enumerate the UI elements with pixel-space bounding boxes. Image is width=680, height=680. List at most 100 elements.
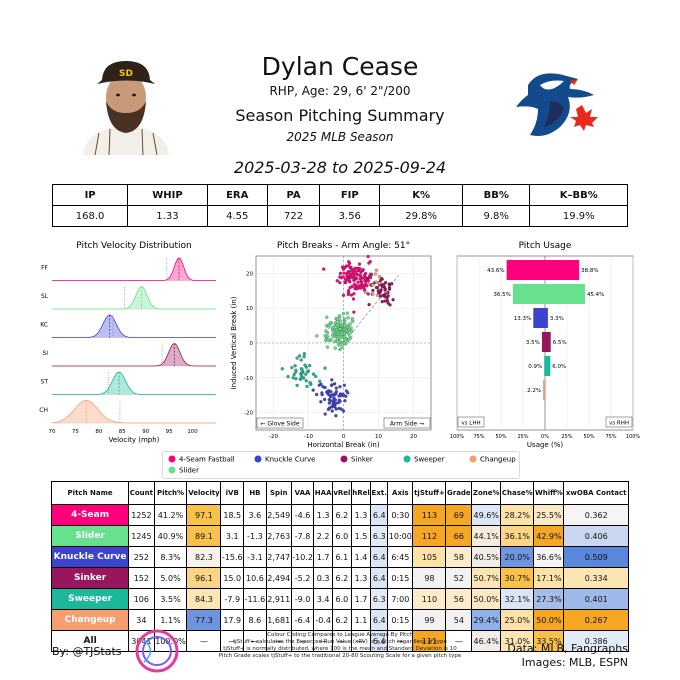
- pitch-table-cell: 112: [412, 525, 447, 547]
- break-point-sweeper: [295, 383, 299, 388]
- pitch-table-cell: 1.3: [313, 504, 333, 526]
- usage-bar-rhh: [545, 260, 580, 280]
- pitch-name-cell: Knuckle Curve: [50, 546, 130, 568]
- break-point-sweeper: [308, 380, 312, 385]
- break-y-tick: 10: [246, 306, 253, 312]
- pitch-table-cell: 6.2: [331, 609, 352, 631]
- pitch-table-cell: -4.6: [290, 504, 315, 526]
- break-point-knuckle-curve: [320, 391, 324, 395]
- break-point-sweeper: [297, 354, 302, 358]
- break-point-sinker: [386, 294, 390, 298]
- pitch-table-cell: 7:00: [387, 588, 414, 610]
- pitch-table-cell: 0.401: [563, 588, 629, 610]
- break-point-4-seam: [362, 287, 366, 291]
- pitch-table-header: HAA: [313, 481, 333, 505]
- velocity-density-ff: [52, 258, 216, 281]
- velocity-chart-title: Pitch Velocity Distribution: [76, 241, 191, 251]
- break-point-slider: [325, 331, 330, 335]
- break-point-sinker: [371, 288, 375, 293]
- stat-value: 19.9%: [529, 205, 628, 227]
- usage-tick-label: 25%: [517, 434, 528, 440]
- break-point-sinker: [377, 291, 381, 295]
- break-point-knuckle-curve: [334, 386, 338, 390]
- pitch-table-header: hRel: [350, 481, 372, 505]
- break-point-slider: [337, 339, 342, 344]
- break-point-slider: [333, 321, 337, 325]
- pitch-table-header: vRel: [331, 481, 352, 505]
- break-y-axis-label: Induced Vertical Break (in): [230, 296, 238, 389]
- stat-header: WHIP: [127, 184, 208, 206]
- break-point-4-seam: [359, 286, 363, 290]
- break-point-4-seam: [367, 261, 371, 265]
- velocity-density-st: [52, 372, 216, 395]
- break-point-slider: [332, 330, 336, 334]
- pitch-table-cell: 44.1%: [471, 525, 502, 547]
- break-point-changeup: [371, 292, 375, 296]
- pitch-table-header: Count: [128, 481, 155, 505]
- usage-label-rhh: 6.5%: [553, 340, 567, 346]
- break-point-sinker: [378, 294, 383, 298]
- pitch-table-cell: 113: [412, 504, 447, 526]
- pitch-table-header: tjStuff+: [412, 481, 447, 505]
- break-point-sinker: [380, 299, 384, 304]
- break-point-4-seam: [355, 276, 359, 280]
- pitch-table-cell: 50.0%: [471, 588, 502, 610]
- break-point-sinker: [390, 282, 394, 286]
- break-point-slider: [339, 335, 344, 339]
- pitch-table-cell: 1.1: [350, 609, 372, 631]
- usage-axis-label: Usage (%): [527, 441, 563, 449]
- usage-bar-rhh: [545, 308, 548, 328]
- break-point-knuckle-curve: [341, 393, 346, 397]
- break-point-slider: [347, 338, 351, 342]
- break-point-sweeper: [280, 367, 284, 371]
- velocity-tick-label: 90: [142, 429, 149, 435]
- break-point-sinker: [380, 284, 384, 289]
- pitch-table-cell: 1.7: [350, 588, 372, 610]
- pitch-table-cell: 46.4%: [471, 630, 502, 652]
- pitch-table-cell: 15.0: [220, 567, 245, 589]
- break-point-slider: [342, 317, 347, 321]
- pitch-table-cell: 29.4%: [471, 609, 502, 631]
- break-point-4-seam: [363, 276, 367, 280]
- pitch-name-cell: 4-Seam: [50, 504, 130, 526]
- pitch-name-cell: Sinker: [50, 567, 130, 589]
- team-logo: [516, 73, 598, 136]
- usage-bar-rhh: [545, 356, 551, 376]
- usage-bar-lhh: [506, 260, 545, 280]
- break-point-4-seam: [346, 264, 351, 268]
- break-point-4-seam: [343, 265, 347, 270]
- pitch-table-cell: 0.267: [563, 609, 629, 631]
- stat-value: 3.56: [319, 205, 381, 227]
- break-point-4-seam: [342, 271, 346, 275]
- break-point-slider: [334, 327, 339, 332]
- break-point-changeup: [375, 293, 380, 297]
- pitch-table-cell: 54: [445, 609, 473, 631]
- pitch-table-cell: 50.7%: [471, 567, 502, 589]
- stat-value: 29.8%: [379, 205, 463, 227]
- pitch-table-cell: 6.3: [370, 588, 389, 610]
- break-point-sweeper: [294, 368, 298, 372]
- pitch-table-cell: 69: [445, 504, 473, 526]
- break-point-knuckle-curve: [332, 382, 337, 386]
- legend-swatch: [340, 455, 348, 463]
- pitch-table-cell: 6.3: [370, 525, 389, 547]
- pitch-table-cell: 105: [412, 546, 447, 568]
- pitch-name-cell: Sweeper: [50, 588, 130, 610]
- break-point-4-seam: [368, 275, 373, 280]
- break-y-tick: -20: [244, 411, 253, 417]
- break-point-knuckle-curve: [329, 393, 334, 398]
- pitch-name-cell: Slider: [50, 525, 130, 547]
- velocity-density-line: [52, 371, 216, 395]
- break-point-4-seam: [348, 273, 352, 277]
- break-point-changeup: [367, 282, 371, 286]
- glove-side-label: ← Glove Side: [260, 421, 299, 428]
- break-point-4-seam: [338, 275, 342, 279]
- svg-text:SD: SD: [119, 69, 133, 79]
- break-point-slider: [347, 329, 351, 333]
- pitch-table-cell: 0.509: [563, 546, 629, 568]
- break-point-slider: [315, 334, 319, 338]
- pitch-table-header: Grade: [445, 481, 473, 505]
- stat-header: FIP: [319, 184, 381, 206]
- pitch-legend: 4-Seam Fastball Knuckle Curve Sinker Sweepe…: [162, 451, 520, 479]
- break-point-sweeper: [302, 352, 307, 356]
